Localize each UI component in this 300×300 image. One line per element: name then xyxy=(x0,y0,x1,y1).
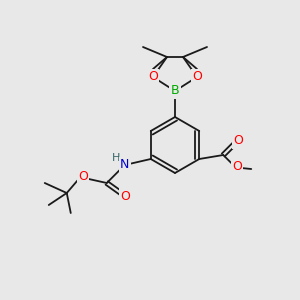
Text: O: O xyxy=(148,70,158,83)
Text: B: B xyxy=(171,85,179,98)
Text: O: O xyxy=(78,170,88,184)
Text: O: O xyxy=(192,70,202,83)
Text: H: H xyxy=(112,153,120,163)
Text: O: O xyxy=(232,160,242,173)
Text: O: O xyxy=(120,190,130,202)
Text: O: O xyxy=(233,134,243,148)
Text: N: N xyxy=(120,158,129,172)
